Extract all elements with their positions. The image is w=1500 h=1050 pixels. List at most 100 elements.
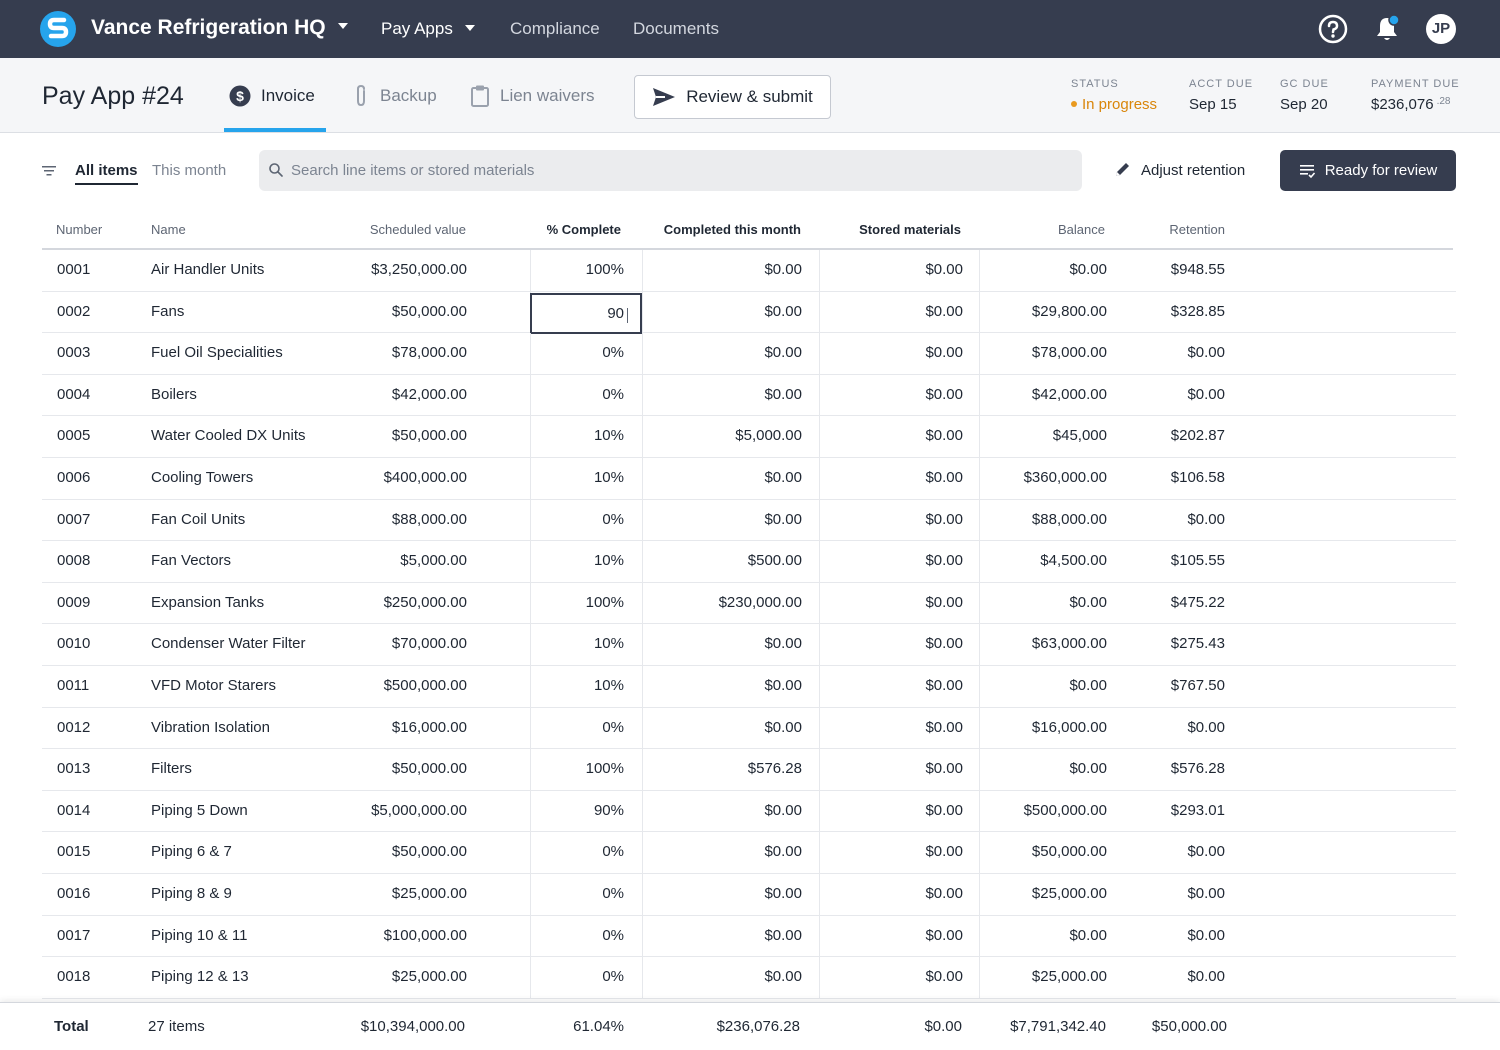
org-switcher[interactable]: Vance Refrigeration HQ	[91, 16, 348, 40]
table-row[interactable]: 0001 Air Handler Units $3,250,000.00 100% $0…	[42, 250, 1456, 292]
table-row[interactable]: 0015 Piping 6 & 7 $50,000.00 0% $0.00 $0.00 $5…	[42, 832, 1456, 874]
table-row[interactable]: 0010 Condenser Water Filter $70,000.00 10% $…	[42, 624, 1456, 666]
help-icon[interactable]	[1318, 14, 1348, 44]
cell-stored-materials[interactable]: $0.00	[925, 552, 963, 570]
nav-pay-apps[interactable]: Pay Apps	[381, 19, 475, 39]
cell-percent-complete[interactable]: 0%	[602, 968, 624, 986]
notifications-bell-icon[interactable]	[1372, 14, 1402, 44]
filter-icon[interactable]	[42, 164, 56, 182]
search-input[interactable]	[291, 150, 1071, 191]
review-submit-button[interactable]: Review & submit	[634, 75, 831, 119]
table-row[interactable]: 0004 Boilers $42,000.00 0% $0.00 $0.00 $42,000…	[42, 374, 1456, 417]
cell-completed-this-month[interactable]: $0.00	[764, 718, 802, 736]
cell-percent-complete[interactable]: 0%	[602, 385, 624, 403]
cell-stored-materials[interactable]: $0.00	[925, 635, 963, 653]
avatar[interactable]: JP	[1426, 14, 1456, 44]
cell-percent-complete[interactable]: 0%	[602, 510, 624, 528]
cell-completed-this-month[interactable]: $0.00	[764, 968, 802, 986]
cell-percent-complete[interactable]: 10%	[593, 635, 624, 653]
col-name[interactable]: Name	[151, 222, 186, 237]
filter-this-month[interactable]: This month	[152, 162, 227, 179]
cell-completed-this-month[interactable]: $0.00	[764, 843, 802, 861]
table-row[interactable]: 0017 Piping 10 & 11 $100,000.00 0% $0.00 $0.0…	[42, 915, 1456, 958]
cell-completed-this-month[interactable]: $0.00	[764, 344, 802, 362]
cell-stored-materials[interactable]: $0.00	[925, 593, 963, 611]
cell-percent-complete[interactable]: 0%	[602, 344, 624, 362]
cell-percent-complete[interactable]: 10%	[593, 468, 624, 486]
percent-complete-input[interactable]: 90	[530, 292, 642, 334]
tab-backup[interactable]: Backup	[352, 58, 437, 133]
cell-stored-materials[interactable]: $0.00	[925, 718, 963, 736]
app-logo-icon[interactable]	[40, 11, 76, 47]
column-divider	[979, 416, 980, 457]
col-balance[interactable]: Balance	[1058, 222, 1105, 237]
cell-completed-this-month[interactable]: $0.00	[764, 302, 802, 320]
table-row[interactable]: 0007 Fan Coil Units $88,000.00 0% $0.00 $0.00…	[42, 499, 1456, 542]
cell-percent-complete[interactable]: 0%	[602, 884, 624, 902]
cell-percent-complete[interactable]: 10%	[593, 552, 624, 570]
cell-percent-complete[interactable]: 90%	[593, 801, 624, 819]
col-percent-complete[interactable]: % Complete	[546, 222, 621, 237]
cell-completed-this-month[interactable]: $0.00	[764, 801, 802, 819]
col-scheduled-value[interactable]: Scheduled value	[369, 222, 466, 237]
cell-completed-this-month[interactable]: $0.00	[764, 884, 802, 902]
cell-completed-this-month[interactable]: $5,000.00	[735, 427, 802, 445]
col-retention[interactable]: Retention	[1169, 222, 1225, 237]
col-completed-this-month[interactable]: Completed this month	[663, 222, 801, 237]
cell-stored-materials[interactable]: $0.00	[925, 884, 963, 902]
filter-all-items[interactable]: All items	[75, 162, 138, 185]
cell-stored-materials[interactable]: $0.00	[925, 510, 963, 528]
nav-compliance[interactable]: Compliance	[510, 19, 600, 38]
cell-stored-materials[interactable]: $0.00	[925, 843, 963, 861]
cell-percent-complete[interactable]: 100%	[585, 261, 624, 278]
tab-invoice[interactable]: $ Invoice	[229, 58, 315, 133]
cell-percent-complete[interactable]: 10%	[593, 427, 624, 445]
cell-completed-this-month[interactable]: $0.00	[764, 635, 802, 653]
table-row[interactable]: 0005 Water Cooled DX Units $50,000.00 10% $5…	[42, 416, 1456, 458]
cell-stored-materials[interactable]: $0.00	[925, 801, 963, 819]
cell-stored-materials[interactable]: $0.00	[925, 385, 963, 403]
cell-stored-materials[interactable]: $0.00	[925, 968, 963, 986]
cell-completed-this-month[interactable]: $0.00	[764, 261, 802, 278]
ready-for-review-button[interactable]: Ready for review	[1280, 150, 1456, 191]
cell-completed-this-month[interactable]: $0.00	[764, 676, 802, 694]
cell-completed-this-month[interactable]: $230,000.00	[718, 593, 802, 611]
cell-stored-materials[interactable]: $0.00	[925, 676, 963, 694]
table-row[interactable]: 0012 Vibration Isolation $16,000.00 0% $0.00…	[42, 707, 1456, 750]
table-row[interactable]: 0014 Piping 5 Down $5,000,000.00 90% $0.00 $0…	[42, 790, 1456, 833]
cell-percent-complete[interactable]: 0%	[602, 718, 624, 736]
cell-completed-this-month[interactable]: $500.00	[747, 552, 802, 570]
table-row[interactable]: 0013 Filters $50,000.00 100% $576.28 $0.00 $0.…	[42, 749, 1456, 791]
cell-stored-materials[interactable]: $0.00	[925, 926, 963, 944]
tab-lien-waivers[interactable]: Lien waivers	[470, 58, 595, 133]
cell-stored-materials[interactable]: $0.00	[925, 344, 963, 362]
table-row[interactable]: 0006 Cooling Towers $400,000.00 10% $0.00 $0.…	[42, 457, 1456, 500]
table-row[interactable]: 0003 Fuel Oil Specialities $78,000.00 0% $0.…	[42, 333, 1456, 375]
cell-completed-this-month[interactable]: $576.28	[747, 760, 802, 778]
nav-documents[interactable]: Documents	[633, 19, 719, 38]
cell-number: 0011	[57, 676, 90, 694]
adjust-retention-button[interactable]: Adjust retention	[1113, 161, 1245, 179]
table-row[interactable]: 0009 Expansion Tanks $250,000.00 100% $230,0…	[42, 582, 1456, 625]
col-stored-materials[interactable]: Stored materials	[859, 222, 961, 237]
table-row[interactable]: 0011 VFD Motor Starers $500,000.00 10% $0.00…	[42, 665, 1456, 708]
cell-percent-complete[interactable]: 10%	[593, 676, 624, 694]
cell-percent-complete[interactable]: 0%	[602, 926, 624, 944]
table-row[interactable]: 0016 Piping 8 & 9 $25,000.00 0% $0.00 $0.00 $2…	[42, 873, 1456, 916]
cell-stored-materials[interactable]: $0.00	[925, 261, 963, 278]
cell-completed-this-month[interactable]: $0.00	[764, 468, 802, 486]
cell-stored-materials[interactable]: $0.00	[925, 302, 963, 320]
cell-stored-materials[interactable]: $0.00	[925, 760, 963, 778]
cell-stored-materials[interactable]: $0.00	[925, 427, 963, 445]
cell-stored-materials[interactable]: $0.00	[925, 468, 963, 486]
table-row[interactable]: 0008 Fan Vectors $5,000.00 10% $500.00 $0.00 $…	[42, 541, 1456, 583]
cell-completed-this-month[interactable]: $0.00	[764, 385, 802, 403]
cell-completed-this-month[interactable]: $0.00	[764, 510, 802, 528]
cell-percent-complete[interactable]: 100%	[585, 760, 624, 778]
cell-percent-complete[interactable]: 100%	[585, 593, 624, 611]
col-number[interactable]: Number	[56, 222, 103, 237]
cell-completed-this-month[interactable]: $0.00	[764, 926, 802, 944]
table-row[interactable]: 0002 Fans $50,000.00 90 $0.00 $0.00 $29,800.00…	[42, 291, 1456, 334]
table-row[interactable]: 0018 Piping 12 & 13 $25,000.00 0% $0.00 $0.00…	[42, 957, 1456, 999]
cell-percent-complete[interactable]: 0%	[602, 843, 624, 861]
